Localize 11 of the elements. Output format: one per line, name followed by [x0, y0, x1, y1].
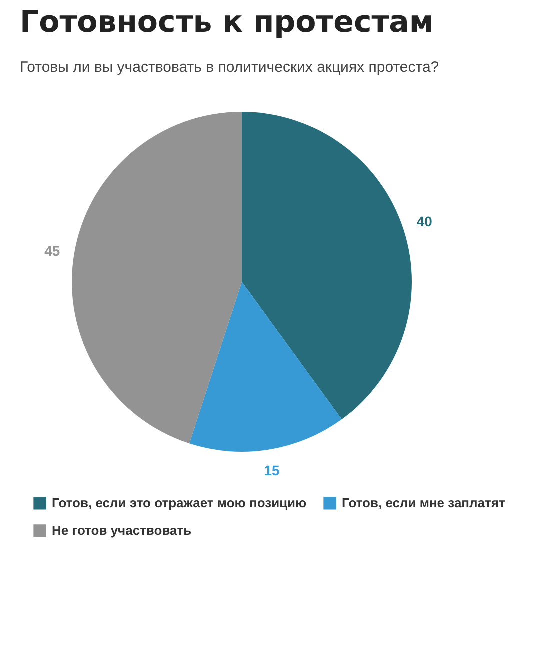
legend-label: Готов, если это отражает мою позицию [52, 495, 307, 510]
pie-slice [72, 112, 242, 444]
chart-title: Готовность к протестам [20, 5, 434, 40]
pie-slice [189, 282, 342, 452]
chart-subtitle: Готовы ли вы участвовать в политических акциях протеста? [20, 59, 440, 76]
data-label: 40 [416, 214, 433, 230]
data-label: 15 [264, 462, 280, 479]
legend-label: Не готов участвовать [52, 523, 192, 538]
data-label: 45 [44, 242, 60, 259]
legend-label: Готов, если мне заплатят [342, 495, 506, 510]
pie-slice [242, 112, 412, 420]
